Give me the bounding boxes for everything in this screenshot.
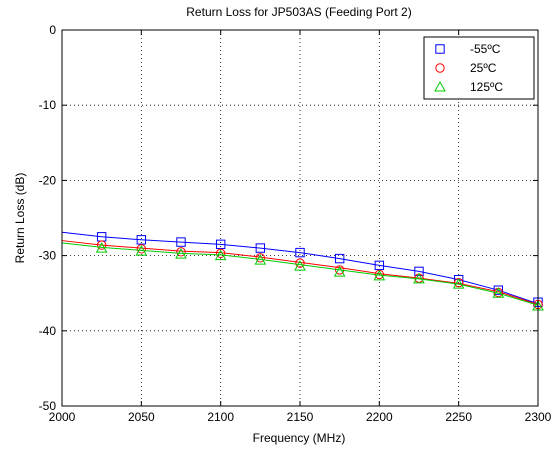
series-group <box>61 231 544 311</box>
axis-ticks: 2000 2050 2100 2150 2200 2250 2300 0 -10 -20 -30 -4… <box>39 23 552 424</box>
x-tick-label: 2050 <box>128 410 155 424</box>
series-marker <box>175 248 187 259</box>
series-line <box>61 240 539 305</box>
series-marker <box>414 266 424 277</box>
series-3 <box>61 242 544 311</box>
y-tick-label: -10 <box>39 98 57 112</box>
x-tick-label: 2250 <box>445 410 472 424</box>
series-marker <box>95 242 108 253</box>
series-marker <box>294 260 306 271</box>
y-tick-label: -40 <box>39 324 57 338</box>
series-marker <box>176 247 186 257</box>
series-marker <box>493 285 504 295</box>
series-marker <box>214 249 227 261</box>
legend-label: 25ºC <box>470 61 497 75</box>
x-tick-label: 2000 <box>49 410 76 424</box>
series-marker <box>96 240 107 250</box>
series-marker <box>373 269 386 281</box>
x-axis-label: Frequency (MHz) <box>253 431 346 445</box>
series-marker <box>135 245 148 256</box>
x-tick-label: 2100 <box>207 410 234 424</box>
legend-item: 25ºC <box>435 61 497 75</box>
x-tick-label: 2300 <box>525 410 552 424</box>
series-marker <box>333 266 346 277</box>
grid-lines <box>62 30 538 406</box>
series-marker <box>295 258 305 268</box>
series-marker <box>215 239 226 250</box>
legend-item: 125ºC <box>434 80 503 94</box>
legend-label: 125ºC <box>470 80 503 94</box>
series-marker <box>452 278 465 289</box>
series-marker <box>136 235 147 245</box>
series-marker <box>334 253 345 264</box>
series-marker <box>215 248 226 259</box>
series-marker <box>136 244 147 254</box>
series-marker <box>374 260 385 271</box>
x-tick-label: 2150 <box>287 410 314 424</box>
series-marker <box>255 243 266 253</box>
series-marker <box>255 253 266 263</box>
legend-label: -55ºC <box>470 42 501 56</box>
series-marker <box>413 272 425 284</box>
y-tick-label: -50 <box>39 399 57 413</box>
legend-box <box>423 36 535 100</box>
series-marker <box>334 265 345 275</box>
y-tick-label: -30 <box>39 249 57 263</box>
chart-title: Return Loss for JP503AS (Feeding Port 2) <box>186 5 411 19</box>
legend: -55ºC 25ºC 125ºC <box>423 36 535 100</box>
y-tick-label: 0 <box>49 23 56 37</box>
y-axis-label: Return Loss (dB) <box>13 173 27 264</box>
series-marker <box>176 237 186 247</box>
x-tick-label: 2200 <box>366 410 393 424</box>
series-marker <box>492 287 505 298</box>
y-tick-label: -20 <box>39 173 57 187</box>
series-marker <box>295 247 305 258</box>
legend-marker <box>435 63 445 73</box>
legend-marker <box>435 44 445 54</box>
legend-item: -55ºC <box>435 42 501 56</box>
series-line <box>61 242 539 306</box>
series-marker <box>254 254 267 265</box>
legend-marker <box>434 80 446 92</box>
